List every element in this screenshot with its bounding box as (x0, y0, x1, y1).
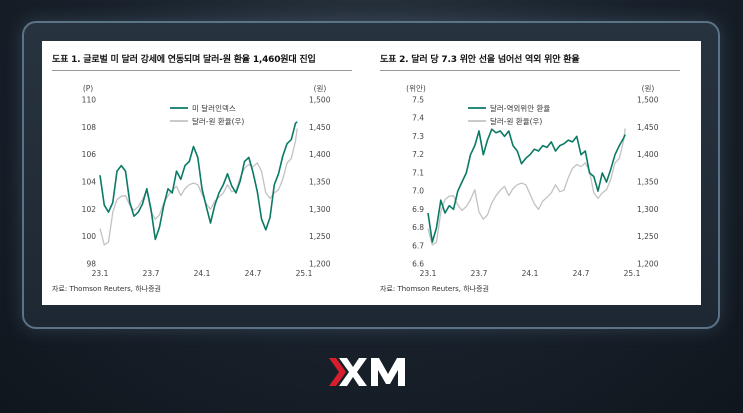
y-tick-left: 7.5 (412, 96, 424, 105)
source-note: 자료: Thomson Reuters, 하나증권 (380, 285, 489, 293)
legend-label: 달러-원 환율(우) (490, 116, 542, 126)
y-tick-right: 1,450 (637, 123, 659, 132)
xm-logo-mark (329, 358, 405, 386)
x-tick: 23.7 (471, 269, 488, 278)
y-tick-right: 1,500 (309, 96, 331, 105)
chart-title: 도표 2. 달러 당 7.3 위안 선을 넘어선 역외 위안 환율 (380, 55, 580, 65)
y-tick-right: 1,500 (637, 96, 659, 105)
y-tick-left: 98 (86, 260, 96, 269)
x-tick: 24.1 (194, 269, 211, 278)
y-tick-left: 6.9 (412, 205, 424, 214)
y-tick-left: 6.8 (412, 223, 424, 232)
logo-red-chevron (329, 358, 346, 386)
y-tick-right: 1,250 (637, 232, 659, 241)
left-axis-unit: (P) (83, 84, 93, 93)
series-line-primary (427, 128, 626, 243)
title-rule (52, 70, 352, 71)
y-tick-right: 1,200 (309, 260, 331, 269)
legend-label: 미 달러인덱스 (192, 103, 236, 113)
y-tick-left: 100 (82, 232, 97, 241)
y-tick-left: 104 (82, 178, 97, 187)
y-tick-right: 1,300 (309, 205, 331, 214)
y-tick-right: 1,250 (309, 232, 331, 241)
y-tick-right: 1,350 (309, 178, 331, 187)
series-line-secondary (99, 128, 298, 246)
x-tick: 24.1 (522, 269, 539, 278)
x-tick: 23.1 (92, 269, 109, 278)
y-tick-right: 1,400 (637, 150, 659, 159)
y-tick-left: 7.4 (412, 114, 424, 123)
x-tick: 25.1 (296, 269, 313, 278)
y-tick-right: 1,450 (309, 123, 331, 132)
x-tick: 23.1 (420, 269, 437, 278)
y-tick-left: 102 (82, 205, 97, 214)
y-tick-left: 7.2 (412, 150, 424, 159)
report-page: 도표 1. 글로벌 미 달러 강세에 연동되며 달러-원 환율 1,460원대 … (42, 41, 701, 305)
chart-2-plot: (위안) (원) 7.5 7.4 7.3 7.2 7.1 7.0 6.9 6.8 6.7 6.6 1,5… (406, 83, 659, 278)
chart-1-plot: (P) (원) 110 108 106 104 102 100 98 1,500 1,450 1,40… (82, 84, 331, 278)
y-tick-right: 1,400 (309, 150, 331, 159)
y-tick-right: 1,300 (637, 205, 659, 214)
right-axis-unit: (원) (314, 84, 327, 93)
x-tick: 23.7 (143, 269, 160, 278)
x-tick: 25.1 (624, 269, 641, 278)
x-tick: 24.7 (245, 269, 262, 278)
y-tick-left: 6.7 (412, 241, 424, 250)
y-tick-left: 7.3 (412, 132, 424, 141)
chart-title: 도표 1. 글로벌 미 달러 강세에 연동되며 달러-원 환율 1,460원대 … (52, 55, 316, 65)
y-tick-left: 7.1 (412, 168, 424, 177)
source-note: 자료: Thomson Reuters, 하나증권 (52, 285, 161, 293)
legend-label: 달러-원 환율(우) (192, 116, 244, 126)
logo-m-shape (371, 358, 405, 386)
y-tick-right: 1,200 (637, 260, 659, 269)
title-rule (380, 70, 680, 71)
y-tick-left: 7.0 (412, 187, 424, 196)
x-tick: 24.7 (573, 269, 590, 278)
chart-panel-2: 도표 2. 달러 당 7.3 위안 선을 넘어선 역외 위안 환율 (위안) (원… (380, 41, 680, 305)
y-tick-left: 110 (82, 96, 97, 105)
y-tick-left: 108 (82, 123, 97, 132)
y-tick-right: 1,350 (637, 178, 659, 187)
xm-logo (327, 352, 419, 392)
left-axis-unit: (위안) (406, 83, 426, 93)
chart-panel-1: 도표 1. 글로벌 미 달러 강세에 연동되며 달러-원 환율 1,460원대 … (52, 41, 352, 305)
right-axis-unit: (원) (642, 84, 655, 93)
logo-x-shape (339, 358, 367, 386)
y-tick-left: 106 (82, 150, 97, 159)
y-tick-left: 6.6 (412, 260, 424, 269)
series-line-secondary (427, 128, 626, 246)
legend-label: 달러-역외위안 환율 (490, 103, 550, 113)
series-line-primary (99, 121, 298, 241)
